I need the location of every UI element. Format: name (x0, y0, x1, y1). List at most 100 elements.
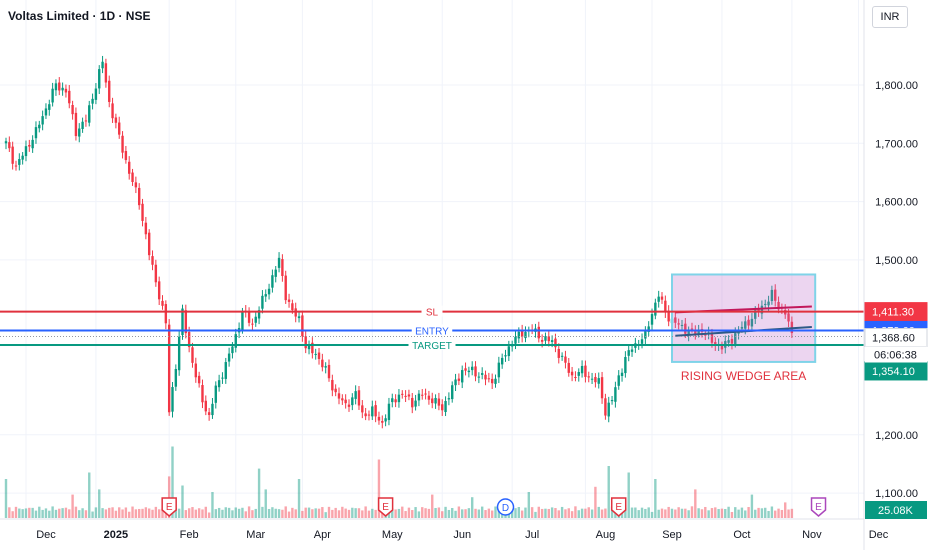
volume-bar (88, 472, 91, 518)
candle-body (151, 256, 154, 265)
volume-bar (68, 509, 71, 518)
earnings-marker[interactable] (377, 497, 394, 517)
candle-body (697, 329, 700, 334)
candle-body (108, 80, 111, 102)
candle-body (580, 365, 584, 374)
candle-body (184, 310, 188, 334)
candle-body (8, 142, 11, 149)
volume-bar (104, 509, 108, 518)
candle-body (574, 377, 577, 379)
candle-body (597, 378, 600, 384)
candle-body (474, 366, 477, 377)
candle-body (94, 88, 98, 100)
volume-bar (554, 508, 557, 518)
volume-bar (364, 506, 367, 518)
volume-bar (397, 508, 401, 518)
volume-bar (514, 508, 517, 518)
volume-bar (560, 506, 564, 518)
volume-bar (600, 509, 604, 518)
volume-bar (241, 507, 244, 518)
volume-bar (101, 508, 104, 518)
volume-bar (331, 509, 334, 518)
candle-body (287, 299, 291, 302)
earnings-marker[interactable] (810, 497, 827, 517)
volume-bar (727, 506, 730, 518)
y-tick-label: 1,500.00 (875, 255, 918, 267)
volume-bar (447, 509, 451, 518)
candle-body (261, 295, 264, 309)
dividend-marker[interactable] (496, 498, 515, 516)
volume-bar (774, 510, 777, 518)
volume-bar (151, 509, 154, 518)
volume-bar (517, 506, 521, 518)
volume-bar (394, 509, 397, 518)
candle-body (38, 124, 41, 129)
candle-body (434, 397, 437, 404)
x-tick-label: Jun (453, 529, 471, 541)
volume-bar (667, 506, 670, 518)
volume-bar (474, 508, 477, 518)
candle-body (128, 161, 131, 174)
candle-body (341, 398, 344, 401)
candle-body (307, 344, 311, 350)
volume-bar (354, 508, 357, 518)
wedge-box[interactable] (671, 273, 817, 363)
volume-bars (4, 446, 794, 518)
candle-body (241, 311, 244, 330)
volume-bar (537, 506, 540, 518)
candle-body (630, 349, 634, 352)
candle-body (331, 379, 334, 391)
volume-bar (337, 510, 341, 518)
volume-bar (464, 509, 467, 518)
price-tag (864, 302, 928, 322)
volume-bar (177, 508, 181, 518)
candle-body (554, 338, 557, 348)
volume-bar (627, 472, 630, 518)
candle-body (667, 310, 670, 322)
y-tick-label: 1,200.00 (875, 430, 918, 442)
volume-bar (664, 509, 667, 518)
candle-body (371, 406, 374, 417)
volume-bar (730, 511, 734, 518)
price-tags: 1,411.301,379.001,368.601,354.1006:06:38… (864, 302, 928, 519)
volume-bar (590, 509, 594, 518)
candle-body (714, 342, 717, 346)
candle-body (11, 146, 14, 164)
volume-bar (497, 510, 501, 518)
candle-body (567, 362, 570, 373)
volume-bar (197, 508, 201, 518)
candle-body (550, 340, 554, 342)
volume-bar (287, 511, 291, 518)
candle-body (68, 90, 71, 104)
candle-body (507, 346, 511, 357)
candle-body (91, 98, 94, 104)
candle-body (600, 377, 604, 399)
candle-body (431, 398, 434, 404)
volume-bar (757, 507, 760, 518)
candle-body (291, 303, 294, 311)
volume-bar (44, 508, 48, 518)
volume-bar (694, 489, 697, 518)
volume-bar (437, 507, 441, 518)
candle-body (41, 116, 44, 125)
earnings-marker[interactable] (610, 497, 627, 517)
candles (4, 55, 794, 429)
candle-body (620, 372, 624, 376)
volume-bar (161, 508, 164, 518)
volume-bar (737, 509, 740, 518)
volume-bar (570, 511, 574, 518)
candle-body (314, 353, 317, 355)
candle-body (324, 366, 327, 368)
level-label: ENTRY (415, 326, 449, 337)
level-label-bg (421, 305, 443, 317)
volume-bar (58, 508, 61, 518)
candle-body (267, 288, 271, 295)
candle-body (181, 308, 184, 336)
currency-button[interactable]: INR (872, 6, 908, 28)
x-tick-label: Apr (314, 529, 331, 541)
candle-body (134, 182, 138, 188)
earnings-marker[interactable] (161, 497, 177, 517)
candle-body (584, 365, 587, 377)
volume-bar (118, 507, 121, 518)
